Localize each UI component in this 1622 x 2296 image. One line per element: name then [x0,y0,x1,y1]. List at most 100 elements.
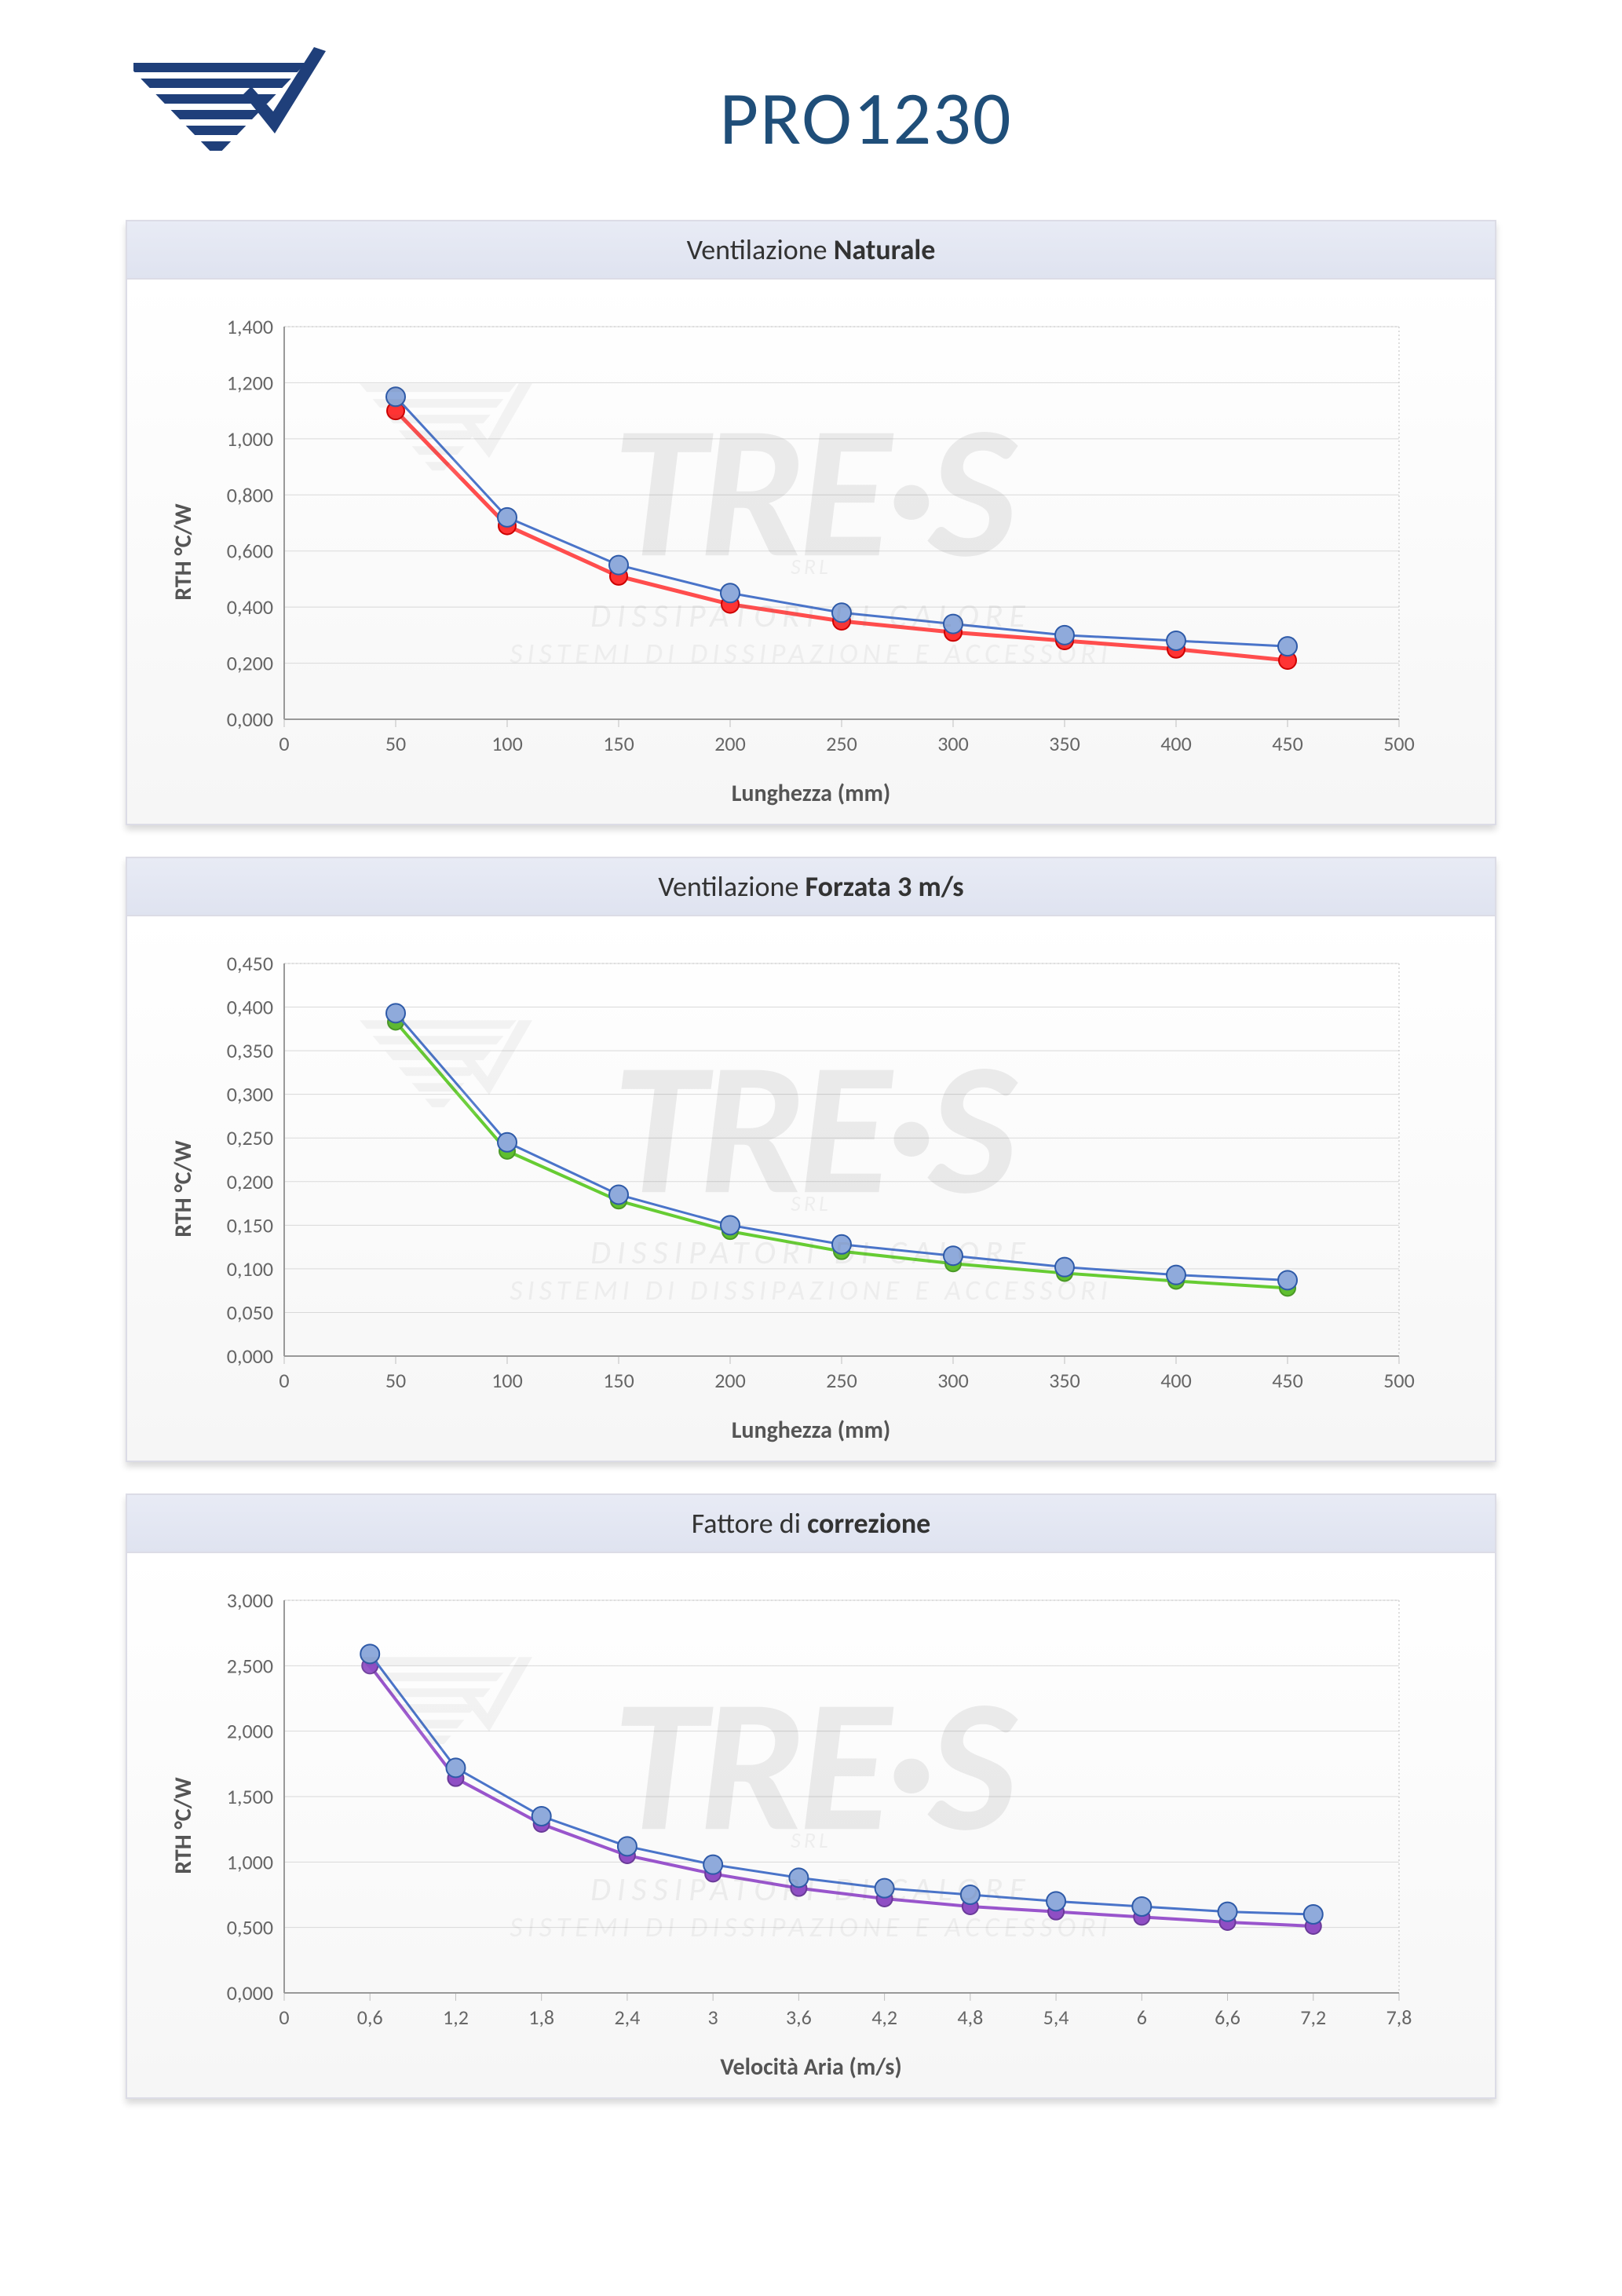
x-tick-label: 500 [1383,731,1415,756]
series-marker [1304,1905,1323,1924]
x-tick-label: 400 [1160,731,1192,756]
series-marker [961,1885,980,1904]
title-bold: correzione [807,1506,930,1541]
x-tick-label: 300 [937,731,969,756]
chart-forzata: 0,0000,0500,1000,1500,2000,2500,3000,350… [159,940,1430,1411]
title-prefix: Ventilazione [687,232,834,267]
series-marker [1167,1266,1185,1285]
series-marker [1278,637,1297,656]
x-axis-label: Lunghezza (mm) [159,1416,1463,1445]
series-marker [721,1216,740,1234]
series-marker [1132,1897,1151,1916]
x-tick-label: 7,2 [1300,2005,1326,2030]
x-tick-label: 300 [937,1368,969,1393]
y-axis-label: RTH °C/W [169,1140,198,1237]
panel-title: Ventilazione Forzata 3 m/s [127,858,1495,916]
chart-panel: Fattore di correzione TRE·S SRL DISSIPAT… [126,1493,1496,2099]
x-tick-label: 5,4 [1043,2005,1069,2030]
y-tick-label: 0,800 [227,482,273,507]
series-line [370,1665,1313,1926]
chart-area: TRE·S SRL DISSIPATORI DI CALORE SISTEMI … [127,916,1495,1461]
series-marker [1278,1270,1297,1289]
x-tick-label: 0 [279,2005,289,2030]
y-tick-label: 0,300 [227,1082,273,1107]
x-axis-label: Lunghezza (mm) [159,779,1463,808]
series-marker [789,1868,808,1887]
chart-area: TRE·S SRL DISSIPATORI DI CALORE SISTEMI … [127,280,1495,824]
y-tick-label: 2,000 [227,1719,273,1744]
y-tick-label: 1,500 [227,1784,273,1809]
y-tick-label: 0,250 [227,1125,273,1150]
series-marker [1047,1892,1065,1910]
product-title: PRO1230 [330,72,1402,164]
title-prefix: Fattore di [692,1506,807,1541]
title-bold: Naturale [834,232,936,267]
x-tick-label: 3 [708,2005,718,2030]
series-marker [609,556,628,575]
chart-naturale: 0,0000,2000,4000,6000,8001,0001,2001,400… [159,303,1430,774]
y-tick-label: 2,500 [227,1653,273,1678]
series-marker [1167,631,1185,650]
series-marker [944,1246,963,1265]
series-marker [498,508,517,527]
x-tick-label: 450 [1272,731,1303,756]
series-marker [386,1004,405,1022]
y-tick-label: 1,200 [227,370,273,395]
brand-logo [126,47,330,188]
y-tick-label: 0,000 [227,707,273,732]
y-tick-label: 1,400 [227,314,273,339]
series-marker [446,1758,465,1777]
title-bold: Forzata 3 m/s [806,869,964,904]
y-tick-label: 1,000 [227,426,273,452]
x-tick-label: 4,2 [871,2005,897,2030]
y-tick-label: 0,000 [227,1344,273,1369]
series-marker [360,1644,379,1663]
panel-title: Ventilazione Naturale [127,221,1495,280]
x-tick-label: 200 [714,1368,746,1393]
x-tick-label: 350 [1049,1368,1080,1393]
y-tick-label: 0,400 [227,594,273,620]
x-tick-label: 4,8 [957,2005,983,2030]
x-tick-label: 6,6 [1215,2005,1240,2030]
x-tick-label: 0 [279,1368,289,1393]
panel-title: Fattore di correzione [127,1495,1495,1553]
x-tick-label: 100 [491,1368,523,1393]
x-tick-label: 50 [385,731,406,756]
x-axis-label: Velocità Aria (m/s) [159,2053,1463,2082]
series-marker [498,1133,517,1152]
x-tick-label: 0,6 [357,2005,383,2030]
y-tick-label: 3,000 [227,1588,273,1613]
series-marker [875,1879,894,1898]
x-tick-label: 350 [1049,731,1080,756]
y-axis-label: RTH °C/W [169,503,198,600]
y-tick-label: 0,000 [227,1980,273,2005]
x-tick-label: 100 [491,731,523,756]
series-marker [532,1807,551,1826]
x-tick-label: 50 [385,1368,406,1393]
series-marker [832,603,851,622]
x-tick-label: 500 [1383,1368,1415,1393]
x-tick-label: 3,6 [786,2005,812,2030]
y-tick-label: 0,450 [227,951,273,976]
series-marker [1218,1903,1237,1921]
x-tick-label: 150 [603,1368,634,1393]
x-tick-label: 6 [1137,2005,1147,2030]
chart-panel: Ventilazione Naturale TRE·S SRL DISSIPAT… [126,220,1496,825]
x-tick-label: 200 [714,731,746,756]
series-marker [721,583,740,602]
series-marker [618,1837,637,1855]
y-tick-label: 0,350 [227,1038,273,1063]
x-tick-label: 250 [826,1368,857,1393]
series-line [370,1654,1313,1914]
y-tick-label: 1,000 [227,1849,273,1874]
x-tick-label: 2,4 [615,2005,641,2030]
x-tick-label: 7,8 [1386,2005,1412,2030]
y-tick-label: 0,200 [227,651,273,676]
series-marker [944,615,963,634]
y-tick-label: 0,100 [227,1256,273,1281]
y-tick-label: 0,150 [227,1212,273,1238]
x-tick-label: 0 [279,731,289,756]
x-tick-label: 150 [603,731,634,756]
series-marker [832,1235,851,1254]
chart-panel: Ventilazione Forzata 3 m/s TRE·S SRL DIS… [126,857,1496,1462]
